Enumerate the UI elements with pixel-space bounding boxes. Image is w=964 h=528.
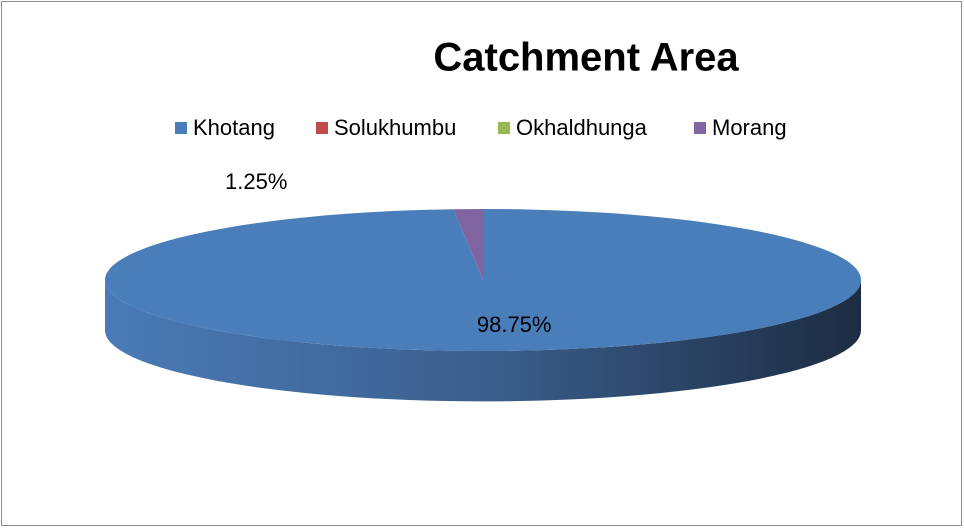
legend-label: Okhaldhunga bbox=[516, 115, 648, 140]
pie-slice bbox=[453, 209, 483, 280]
pie-slice bbox=[105, 209, 862, 351]
legend-swatch bbox=[175, 122, 187, 134]
legend-swatch bbox=[498, 122, 510, 134]
pie-slice bbox=[453, 209, 483, 280]
data-label: 98.75% bbox=[477, 312, 552, 337]
legend-swatch bbox=[316, 122, 328, 134]
data-label: 1.25% bbox=[225, 169, 287, 194]
legend-label: Morang bbox=[712, 115, 787, 140]
legend-label: Khotang bbox=[193, 115, 275, 140]
pie-side bbox=[105, 280, 861, 402]
legend-label: Solukhumbu bbox=[334, 115, 456, 140]
legend-swatch bbox=[694, 122, 706, 134]
chart-title: Catchment Area bbox=[433, 36, 739, 80]
